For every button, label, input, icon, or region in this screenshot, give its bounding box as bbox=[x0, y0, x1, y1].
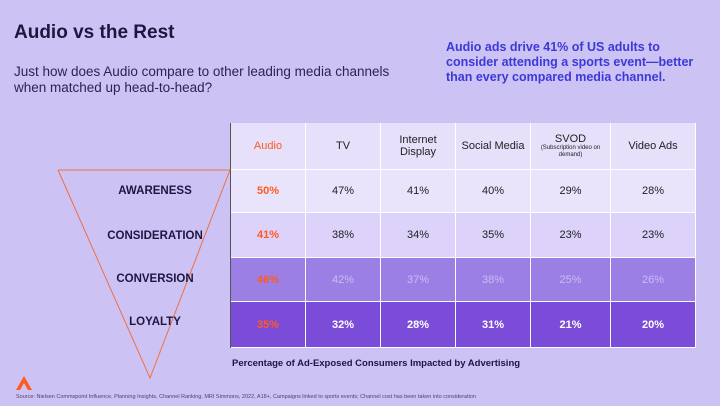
subtitle: Just how does Audio compare to other lea… bbox=[14, 64, 390, 95]
table-cell: 50% bbox=[231, 170, 306, 213]
table-cell: 35% bbox=[231, 302, 306, 348]
row-label: CONVERSION bbox=[116, 273, 194, 285]
caption: Percentage of Ad-Exposed Consumers Impac… bbox=[232, 358, 521, 369]
table-cell: 21% bbox=[531, 302, 611, 348]
table-cell: 26% bbox=[611, 258, 696, 302]
column-header: TV bbox=[306, 123, 381, 170]
callout: Audio ads drive 41% of US adults to cons… bbox=[446, 40, 694, 84]
row-label: LOYALTY bbox=[129, 316, 181, 328]
table-cell: 41% bbox=[381, 170, 456, 213]
table-cell: 25% bbox=[531, 258, 611, 302]
column-header: Video Ads bbox=[611, 123, 696, 170]
table-cell: 28% bbox=[381, 302, 456, 348]
table-cell: 47% bbox=[306, 170, 381, 213]
table-cell: 42% bbox=[306, 258, 381, 302]
table-cell: 29% bbox=[531, 170, 611, 213]
table-cell: 20% bbox=[611, 302, 696, 348]
table-cell: 23% bbox=[611, 213, 696, 258]
column-header-text: Audio bbox=[253, 140, 283, 152]
table-cell: 38% bbox=[306, 213, 381, 258]
table-cell: 34% bbox=[381, 213, 456, 258]
table: Audio TV Internet Display Social Media SVOD(… bbox=[230, 123, 696, 348]
logo bbox=[16, 376, 32, 390]
column-header-text: Internet Display bbox=[399, 134, 437, 158]
column-note: (Subscription video on demand) bbox=[540, 145, 601, 158]
column-header: Audio bbox=[231, 123, 306, 170]
funnel-outline bbox=[57, 169, 231, 380]
table-cell: 31% bbox=[456, 302, 531, 348]
source: Source: Nielsen Commspoint Influence, Pl… bbox=[16, 394, 476, 400]
table-cell: 40% bbox=[456, 170, 531, 213]
column-header-text: Video Ads bbox=[628, 140, 678, 152]
table-cell: 23% bbox=[531, 213, 611, 258]
table-cell: 37% bbox=[381, 258, 456, 302]
table-cell: 41% bbox=[231, 213, 306, 258]
table-cell: 46% bbox=[231, 258, 306, 302]
column-header: Internet Display bbox=[381, 123, 456, 170]
column-header: SVOD (Subscription video on demand) bbox=[531, 123, 611, 170]
column-header-text: TV bbox=[335, 140, 351, 152]
column-header: Social Media bbox=[456, 123, 531, 170]
table-cell: 38% bbox=[456, 258, 531, 302]
table-cell: 32% bbox=[306, 302, 381, 348]
row-label: AWARENESS bbox=[118, 185, 192, 197]
row-label: CONSIDERATION bbox=[107, 230, 203, 242]
table-cell: 28% bbox=[611, 170, 696, 213]
column-header-text: SVOD bbox=[554, 133, 587, 145]
column-header-text: Social Media bbox=[461, 140, 525, 152]
title: Audio vs the Rest bbox=[14, 22, 175, 43]
table-cell: 35% bbox=[456, 213, 531, 258]
